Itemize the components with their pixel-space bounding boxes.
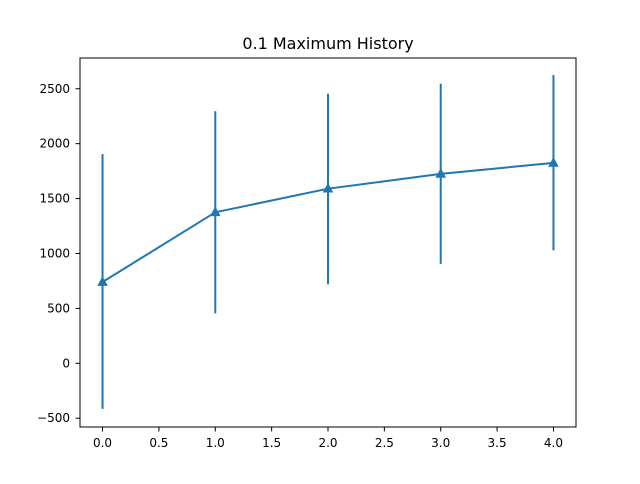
y-axis: −500 0 500 1000 1500 2000 2500 [37,82,80,425]
y-tick-label: 1000 [39,246,70,260]
data-point [548,157,559,167]
y-tick-label: 1500 [39,192,70,206]
plot-layer [97,75,559,409]
chart-title: 0.1 Maximum History [242,34,413,53]
y-tick-label: −500 [37,411,70,425]
x-tick-label: 0.0 [93,436,112,450]
x-axis: 0.0 0.5 1.0 1.5 2.0 2.5 3.0 3.5 4.0 [93,427,563,450]
x-tick-label: 0.5 [149,436,168,450]
y-tick-label: 500 [47,301,70,315]
plot-frame [79,57,577,428]
y-tick-label: 2500 [39,82,70,96]
data-point [97,276,108,286]
x-tick-label: 4.0 [544,436,563,450]
data-point [435,168,446,178]
x-tick-label: 1.0 [206,436,225,450]
y-tick-label: 2000 [39,137,70,151]
x-tick-label: 2.0 [318,436,337,450]
x-tick-label: 2.5 [375,436,394,450]
x-tick-label: 3.5 [488,436,507,450]
y-tick-label: 0 [62,356,70,370]
x-tick-label: 3.0 [431,436,450,450]
data-point [322,182,334,193]
x-tick-label: 1.5 [262,436,281,450]
data-point [210,206,221,217]
